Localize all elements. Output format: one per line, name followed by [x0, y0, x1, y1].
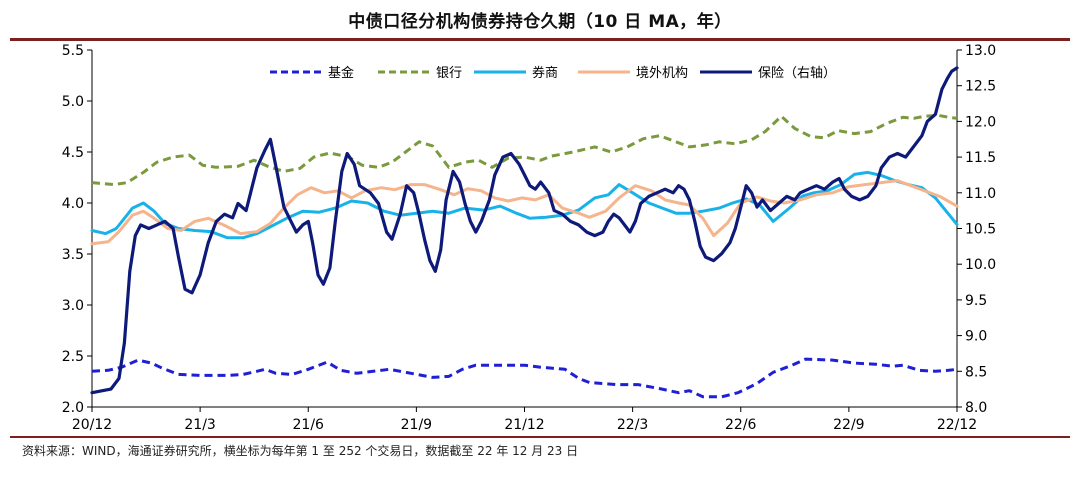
- series-line-1: [91, 113, 958, 187]
- x-tick-label: 22/6: [725, 417, 757, 433]
- series-line-4: [90, 66, 959, 395]
- right-tick-label: 9.0: [965, 329, 987, 345]
- legend-label-1: 银行: [436, 66, 462, 81]
- chart-area: 2.0 2.5 3.0 3.5 4.0 4.5 5.0 5.5 8.0 8.5 9.0 9.5 10.0…: [0, 40, 1080, 435]
- left-tick-label: 3.0: [62, 298, 84, 314]
- right-tick-label: 13.0: [965, 43, 996, 59]
- series-line-3: [90, 179, 959, 246]
- right-tick-label: 11.0: [965, 186, 996, 202]
- legend-label-4: 保险（右轴）: [758, 66, 836, 81]
- x-tick-label: 22/9: [833, 417, 864, 433]
- x-tick-label: 20/12: [72, 417, 112, 433]
- left-tick-label: 2.0: [62, 400, 84, 416]
- chart-title: 中债口径分机构债券持仓久期（10 日 MA，年）: [348, 11, 732, 32]
- x-tick-label: 21/6: [293, 417, 325, 433]
- source-note: 资料来源：WIND，海通证券研究所，横坐标为每年第 1 至 252 个交易日，数…: [22, 444, 579, 458]
- x-tick-label: 21/9: [401, 417, 432, 433]
- right-tick-label: 10.0: [965, 257, 996, 273]
- legend-label-0: 基金: [328, 65, 354, 81]
- left-tick-label: 5.0: [62, 94, 84, 110]
- title-bar: 中债口径分机构债券持仓久期（10 日 MA，年）: [10, 0, 1070, 41]
- right-tick-label: 11.5: [965, 150, 996, 166]
- right-tick-label: 8.5: [965, 364, 987, 380]
- x-tick-label: 22/3: [617, 417, 648, 433]
- left-tick-label: 3.5: [62, 247, 84, 263]
- left-tick-label: 2.5: [62, 349, 84, 365]
- duration-line-chart: 2.0 2.5 3.0 3.5 4.0 4.5 5.0 5.5 8.0 8.5 9.0 9.5 10.0…: [62, 43, 996, 433]
- left-tick-label: 5.5: [62, 43, 84, 59]
- x-tick-label: 21/12: [504, 417, 544, 433]
- right-tick-label: 12.0: [965, 114, 996, 130]
- x-tick-label: 22/12: [937, 417, 977, 433]
- right-tick-label: 10.5: [965, 222, 996, 238]
- legend-label-2: 券商: [532, 65, 558, 81]
- footer-rule: [10, 436, 1070, 438]
- right-tick-label: 8.0: [965, 400, 987, 416]
- series-line-0: [91, 357, 958, 399]
- legend-label-3: 境外机构: [636, 66, 688, 81]
- left-tick-label: 4.0: [62, 196, 84, 212]
- right-tick-label: 12.5: [965, 79, 996, 95]
- series-line-2: [90, 170, 959, 240]
- left-tick-label: 4.5: [62, 145, 84, 161]
- x-tick-label: 21/3: [184, 417, 215, 433]
- right-tick-label: 9.5: [965, 293, 987, 309]
